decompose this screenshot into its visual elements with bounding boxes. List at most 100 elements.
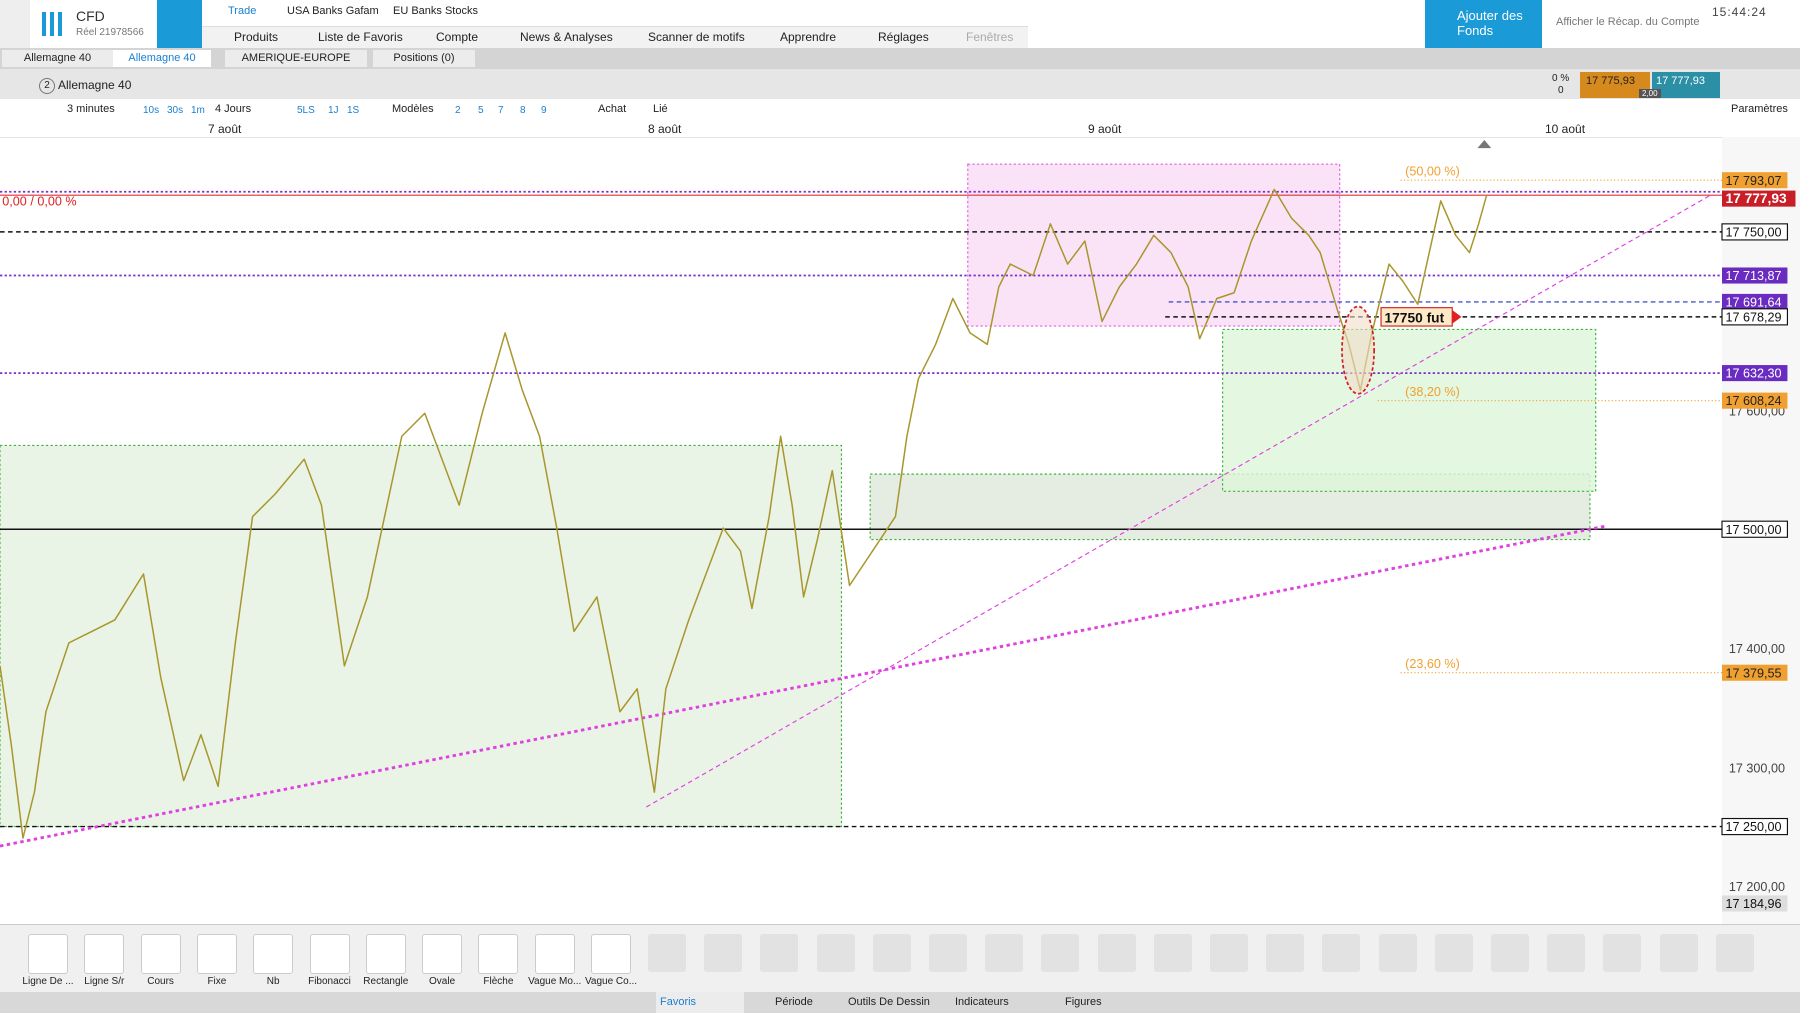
buy[interactable]: Achat	[598, 103, 627, 115]
tool-label[interactable]: Vague Co...	[584, 976, 638, 987]
tab[interactable]: Allemagne 40	[2, 50, 113, 67]
tool-label[interactable]: Fibonacci	[308, 976, 351, 987]
empty-slot	[648, 934, 686, 972]
chart-index[interactable]: 2	[39, 78, 55, 94]
settings[interactable]: Paramètres	[1731, 103, 1788, 115]
number-button[interactable]: 2	[455, 105, 461, 116]
quick-range[interactable]: 1S	[347, 105, 360, 116]
tool-label[interactable]: Vague Mo...	[528, 976, 582, 987]
search-button[interactable]	[157, 0, 202, 48]
number-button[interactable]: 5	[478, 105, 484, 116]
tool-button[interactable]	[309, 934, 350, 974]
spread[interactable]: 2,00	[1639, 89, 1661, 98]
brand[interactable]: CFD	[76, 8, 105, 24]
bid-price[interactable]: 17 775,93	[1586, 75, 1635, 87]
tab[interactable]: AMERIQUE-EUROPE	[225, 50, 367, 67]
footer-tab[interactable]: Figures	[1065, 996, 1102, 1008]
menu-top-item[interactable]: EU Banks Stocks	[393, 5, 478, 17]
change-pct[interactable]: 0 %	[1552, 73, 1570, 84]
tool-label[interactable]: Flèche	[483, 976, 514, 987]
tool-label[interactable]: Rectangle	[363, 976, 409, 987]
interval[interactable]: 3 minutes	[67, 103, 115, 115]
menu-item[interactable]: Réglages	[878, 30, 929, 44]
footer-tab[interactable]: Période	[775, 996, 813, 1008]
number-button[interactable]: 8	[520, 105, 526, 116]
templates[interactable]: Modèles	[392, 103, 434, 115]
price-tag-label: 17 250,00	[1725, 820, 1781, 834]
ask-price[interactable]: 17 777,93	[1656, 75, 1705, 87]
tool-label[interactable]: Ligne De ...	[22, 976, 74, 987]
quick-interval[interactable]: 1m	[191, 105, 205, 116]
price-tag-label: 17 500,00	[1725, 523, 1781, 537]
tool-button[interactable]	[478, 934, 519, 974]
date-label[interactable]: 9 août	[1088, 122, 1122, 136]
tool-label[interactable]: Nb	[266, 976, 280, 987]
date-label[interactable]: 7 août	[208, 122, 242, 136]
menu-item[interactable]: Scanner de motifs	[648, 30, 745, 44]
price-tag	[1721, 817, 1789, 836]
trend-line	[646, 194, 1711, 808]
footer-tab[interactable]: Favoris	[660, 996, 697, 1008]
tool-label[interactable]: Ovale	[429, 976, 456, 987]
tool-button[interactable]	[365, 934, 406, 974]
quick-range[interactable]: 1J	[328, 105, 339, 116]
tab[interactable]: Positions (0)	[373, 50, 475, 67]
tool-label[interactable]: Cours	[147, 976, 174, 987]
tab[interactable]: Allemagne 40	[113, 50, 211, 67]
tool-label[interactable]: Ligne S/r	[84, 976, 125, 987]
price-axis-label: 17 200,00	[1729, 880, 1785, 894]
date-label[interactable]: 8 août	[648, 122, 682, 136]
tool-button[interactable]	[84, 934, 125, 974]
price-tag-label: 17 750,00	[1725, 225, 1781, 239]
user-icon[interactable]	[0, 0, 30, 48]
tool-button[interactable]	[591, 934, 631, 974]
menu-item[interactable]: Apprendre	[780, 30, 837, 44]
bid-box[interactable]	[1580, 72, 1650, 98]
change[interactable]: 0	[1558, 85, 1564, 96]
tool-button[interactable]	[422, 934, 463, 974]
menu-top-item[interactable]: USA Banks Gafam	[287, 5, 379, 17]
quick-range[interactable]: 5LS	[297, 105, 315, 116]
instrument[interactable]: Allemagne 40	[58, 78, 132, 92]
empty-slot	[872, 934, 911, 972]
menu-item[interactable]: Liste de Favoris	[318, 30, 403, 44]
menu-item[interactable]: Fenêtres	[966, 30, 1014, 44]
clock[interactable]: 15:44:24	[1712, 5, 1767, 19]
tool-button[interactable]	[253, 934, 294, 974]
empty-slot	[1547, 934, 1586, 972]
linked[interactable]: Lié	[653, 103, 668, 115]
menu-item[interactable]: Produits	[234, 30, 279, 44]
tool-button[interactable]	[28, 934, 68, 974]
ask-box[interactable]	[1652, 72, 1720, 98]
price-tag	[1721, 223, 1789, 241]
quick-interval[interactable]: 10s	[143, 105, 160, 116]
account-number[interactable]: Réel 21978566	[76, 27, 144, 38]
account-summary[interactable]: Afficher le Récap. du Compte	[1556, 16, 1700, 28]
date-label[interactable]: 10 août	[1545, 122, 1586, 136]
footer-tab[interactable]: Outils De Dessin	[848, 996, 930, 1008]
highlight-ellipse	[1341, 305, 1376, 395]
tool-button[interactable]	[534, 934, 575, 974]
range[interactable]: 4 Jours	[215, 103, 252, 115]
tool-button[interactable]	[140, 934, 181, 974]
price-tag-label: 17 184,96	[1725, 897, 1781, 911]
number-button[interactable]: 7	[498, 105, 504, 116]
tool-button[interactable]	[196, 934, 237, 974]
price-tag	[1721, 308, 1789, 326]
alert-arrow	[1452, 309, 1462, 324]
empty-slot	[985, 934, 1024, 972]
quick-interval[interactable]: 30s	[167, 105, 184, 116]
menu-top-item[interactable]: Trade	[228, 5, 257, 17]
tool-label[interactable]: Fixe	[207, 976, 227, 987]
menu-item[interactable]: News & Analyses	[520, 30, 613, 44]
active-footer-tab[interactable]	[656, 992, 744, 1013]
empty-slot	[1097, 934, 1136, 972]
add-funds-button[interactable]	[1425, 0, 1542, 48]
add-funds[interactable]: Ajouter des Fonds	[1457, 8, 1523, 38]
menu-item[interactable]: Compte	[436, 30, 479, 44]
number-button[interactable]: 9	[541, 105, 547, 116]
price-tag	[1722, 895, 1788, 912]
price-tag-label: 17 678,29	[1725, 310, 1781, 324]
footer-tab[interactable]: Indicateurs	[955, 996, 1009, 1008]
